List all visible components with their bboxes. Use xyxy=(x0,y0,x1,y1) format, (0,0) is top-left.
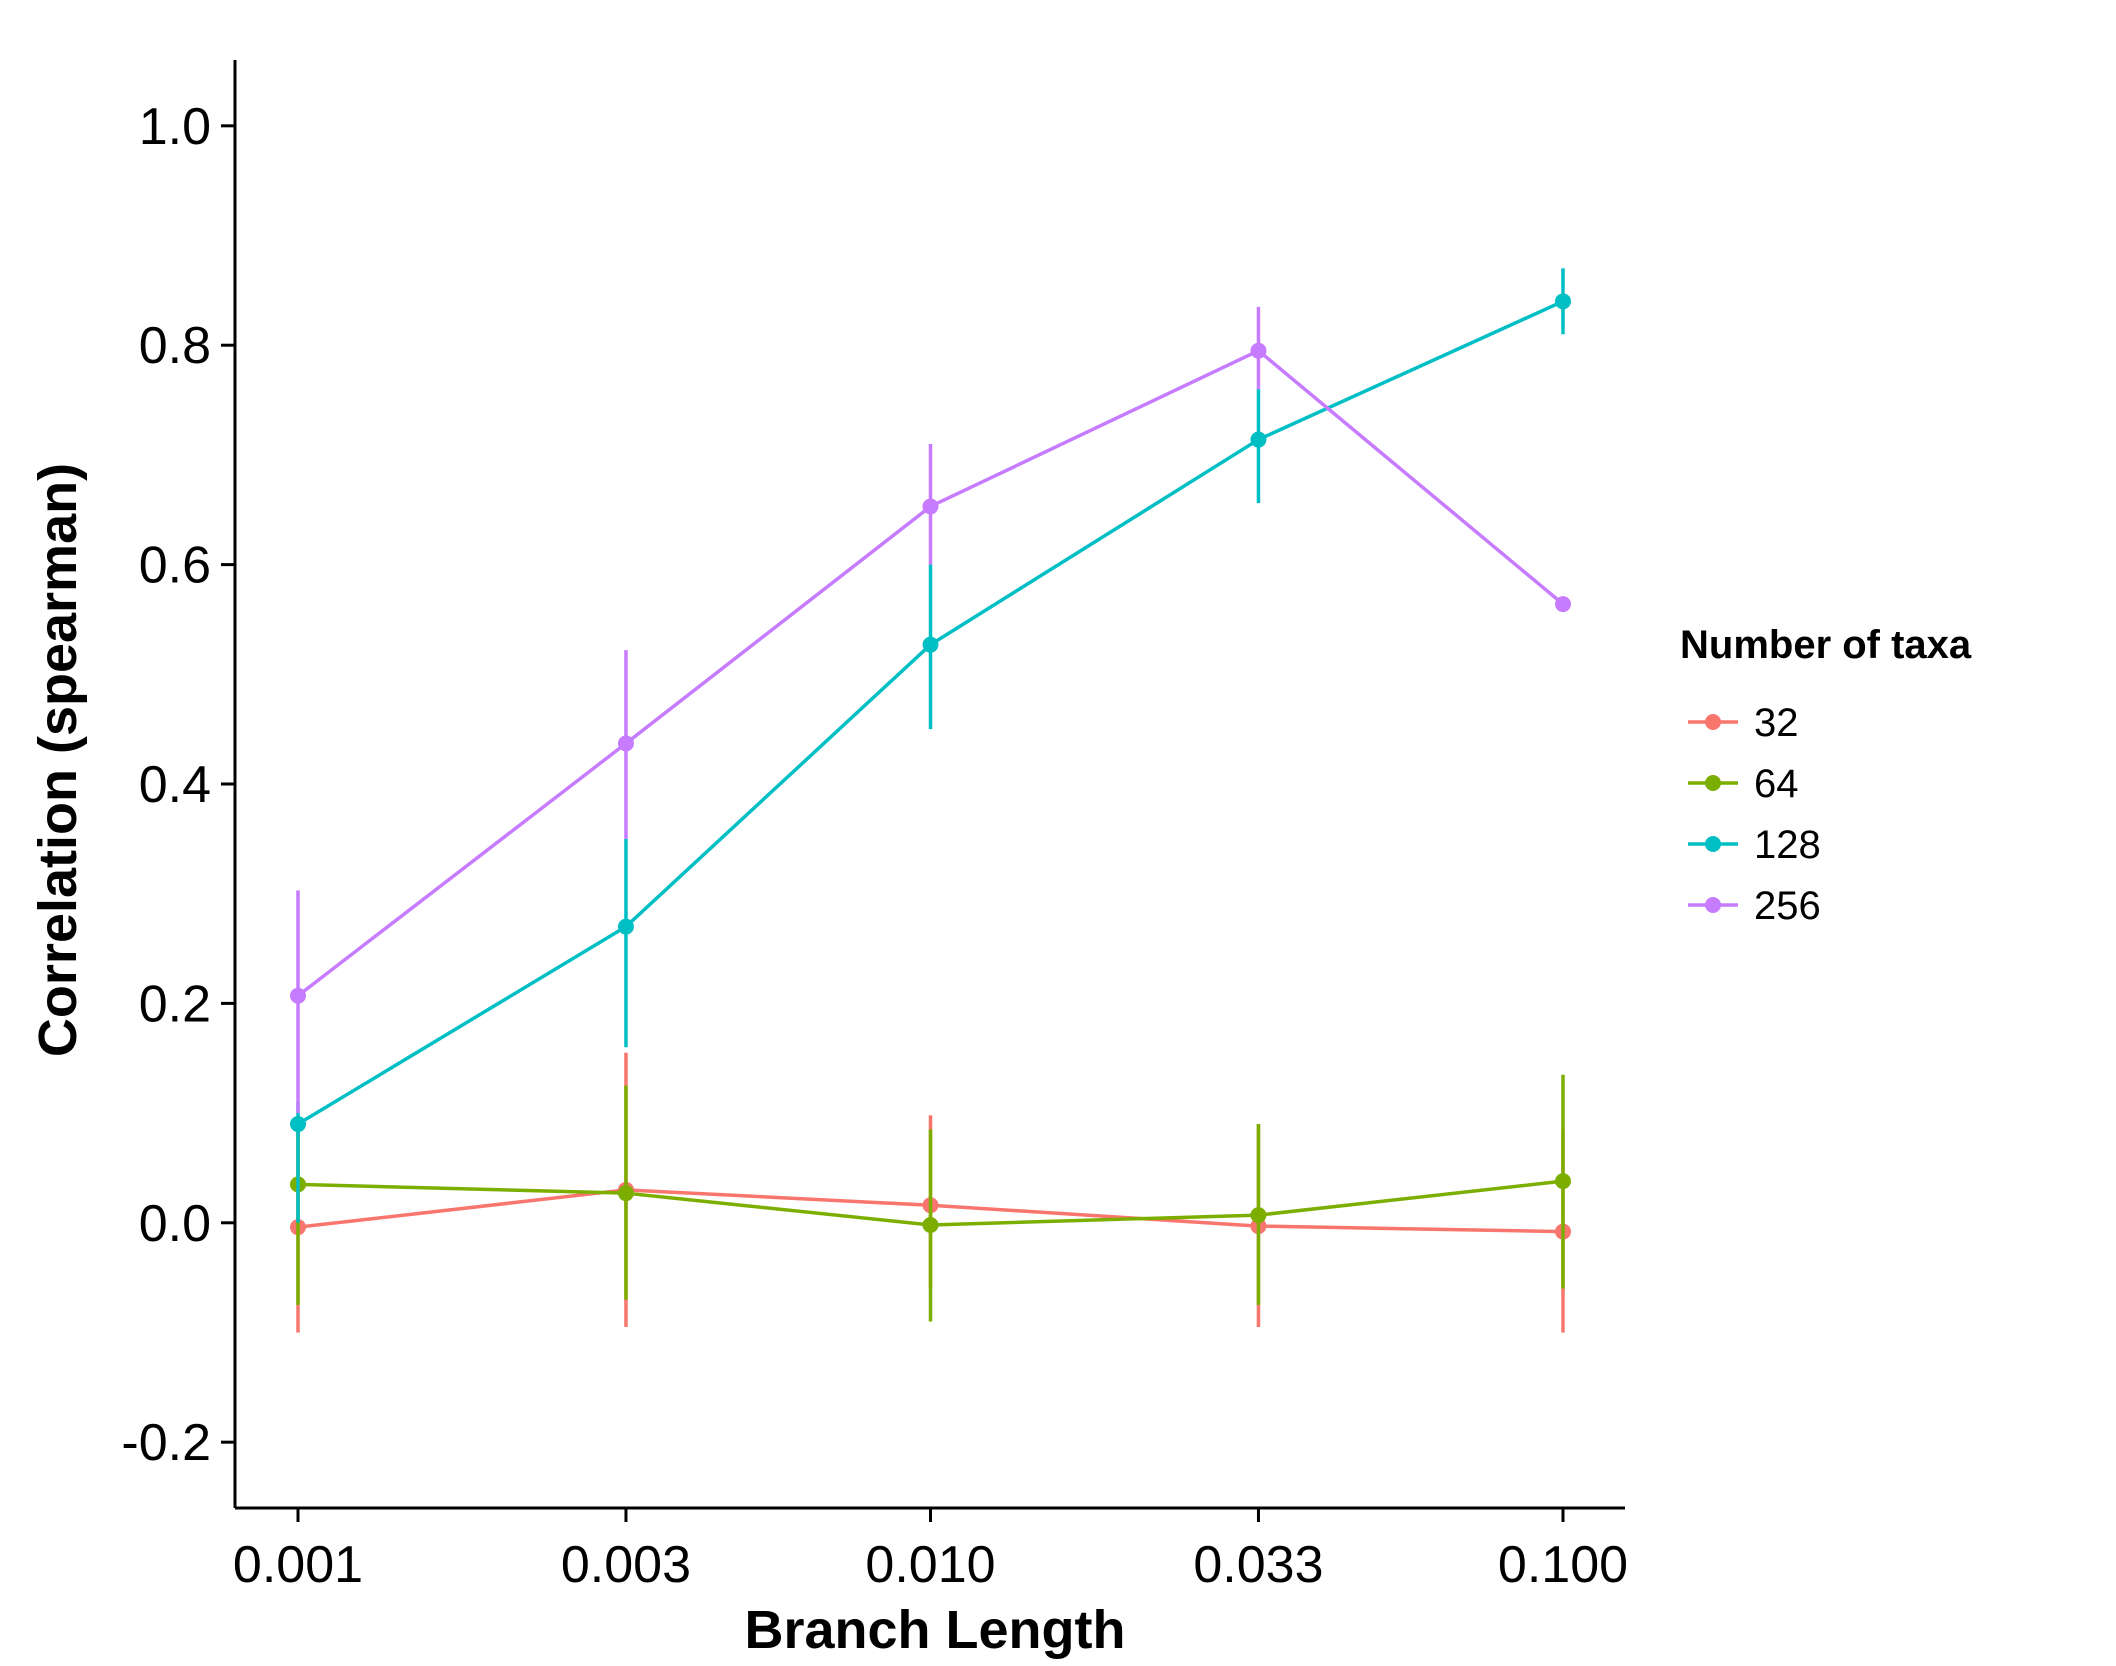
legend-entry: 32 xyxy=(1688,701,1799,745)
y-tick-label: 0.8 xyxy=(139,317,211,375)
data-point xyxy=(1555,1173,1571,1190)
x-tick-label: 0.010 xyxy=(865,1536,995,1594)
data-point xyxy=(922,498,939,515)
legend-label: 64 xyxy=(1754,762,1799,806)
data-point xyxy=(1250,431,1267,448)
legend-title: Number of taxa xyxy=(1680,623,1972,667)
series-layer xyxy=(290,268,1571,1333)
legend-entry: 128 xyxy=(1688,823,1821,867)
x-tick-label: 0.033 xyxy=(1193,1536,1323,1594)
legend-entry: 64 xyxy=(1688,762,1799,806)
x-tick-label: 0.003 xyxy=(561,1536,691,1594)
series-64 xyxy=(290,1074,1571,1322)
legend-entry: 256 xyxy=(1688,884,1821,928)
y-tick-label: 1.0 xyxy=(139,98,211,156)
y-axis-title: Correlation (spearman) xyxy=(28,463,88,1057)
legend-key-point xyxy=(1705,836,1721,852)
series-256 xyxy=(290,306,1571,1114)
legend-key-point xyxy=(1705,897,1721,913)
y-tick-label: 0.4 xyxy=(139,756,211,814)
y-tick-label: 0.6 xyxy=(139,537,211,595)
y-tick-label: 0.0 xyxy=(139,1195,211,1253)
legend-label: 256 xyxy=(1754,884,1821,928)
legend-label: 128 xyxy=(1754,823,1821,867)
data-point xyxy=(1250,342,1267,359)
legend-key-point xyxy=(1705,775,1721,791)
data-point xyxy=(922,1216,939,1233)
data-point xyxy=(290,1116,306,1133)
data-point xyxy=(617,918,634,935)
axes: -0.2 0.0 0.2 0.4 0.6 0.8 1.0 0.001 0.003 0.010 0.0… xyxy=(121,60,1628,1594)
data-point xyxy=(617,735,634,752)
y-tick-label: -0.2 xyxy=(121,1414,211,1472)
x-tick-label: 0.001 xyxy=(233,1536,363,1594)
data-point xyxy=(1555,596,1571,613)
legend-label: 32 xyxy=(1754,701,1799,745)
data-point xyxy=(1250,1207,1267,1224)
legend-key-point xyxy=(1705,714,1721,730)
series-128 xyxy=(290,268,1571,1223)
x-axis-title: Branch Length xyxy=(744,1600,1125,1660)
data-point xyxy=(1555,293,1571,310)
data-point xyxy=(922,636,939,653)
x-tick-label: 0.100 xyxy=(1498,1536,1628,1594)
data-point xyxy=(290,987,306,1004)
data-point xyxy=(617,1185,634,1202)
y-tick-label: 0.2 xyxy=(139,975,211,1033)
legend: Number of taxa 32 64 128 256 xyxy=(1680,623,1972,928)
